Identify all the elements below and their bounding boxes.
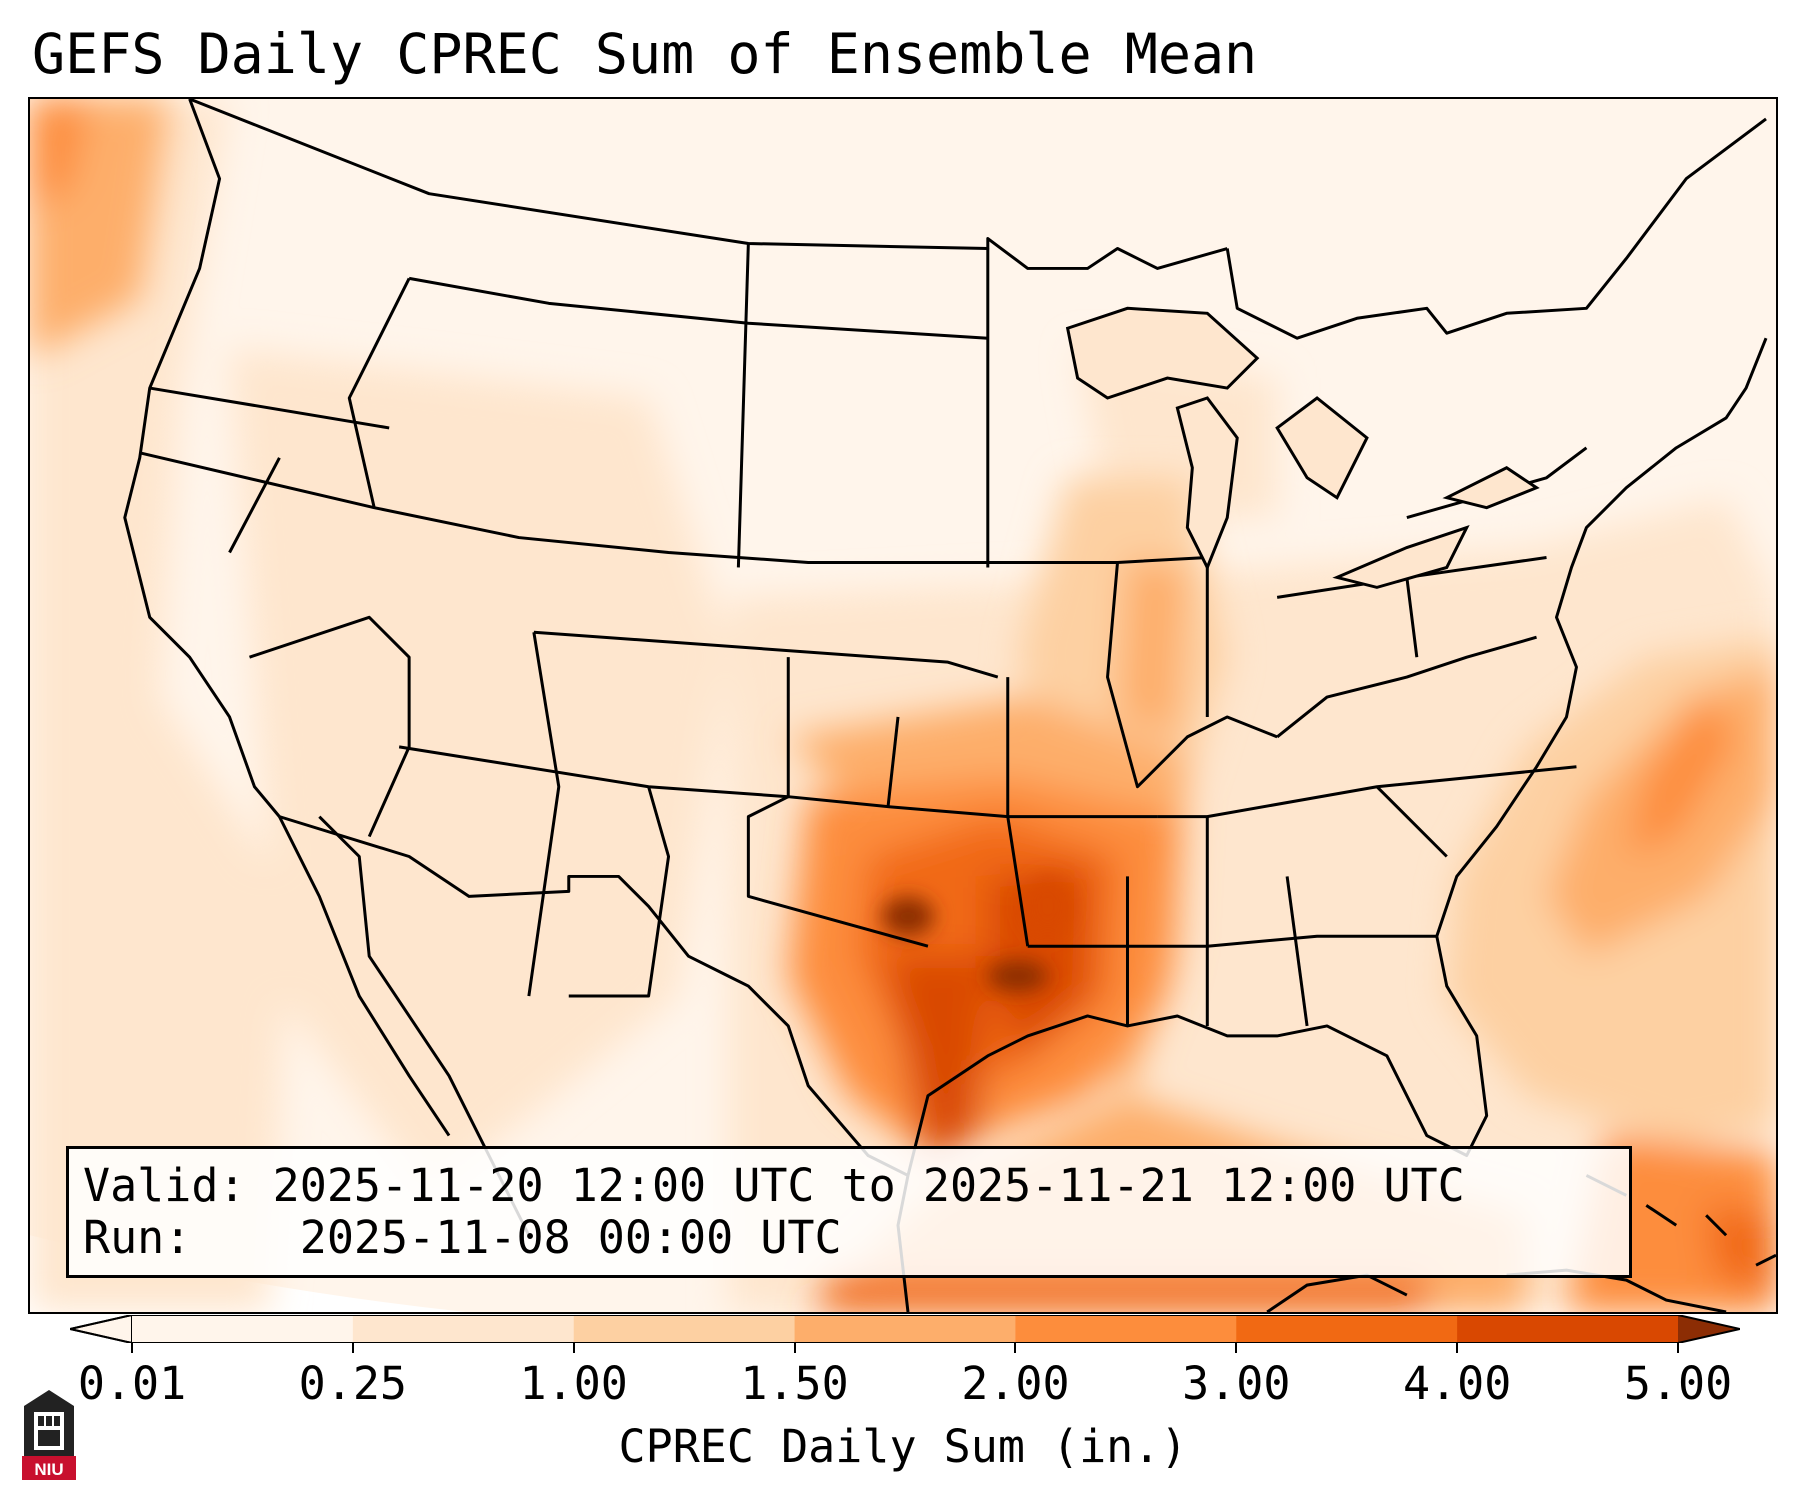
svg-text:NIU: NIU — [34, 1460, 63, 1479]
valid-label: Valid: — [83, 1159, 246, 1212]
colorbar-tick-mark — [1235, 1343, 1238, 1353]
colorbar-tick-mark — [1677, 1343, 1679, 1353]
colorbar-tick-label: 0.01 — [77, 1357, 187, 1410]
colorbar-segment — [132, 1315, 354, 1343]
run-line: Run: 2025-11-08 00:00 UTC — [83, 1211, 842, 1264]
colorbar-segment — [1015, 1315, 1237, 1343]
colorbar-extend-low — [70, 1315, 133, 1343]
valid-value: 2025-11-20 12:00 UTC to 2025-11-21 12:00… — [272, 1159, 1465, 1212]
field-westcoast — [30, 99, 170, 359]
colorbar-segment — [794, 1315, 1016, 1343]
colorbar-tick-label: 1.00 — [519, 1357, 628, 1410]
colorbar-tick-mark — [793, 1343, 796, 1353]
colorbar-label: CPREC Daily Sum (in.) — [618, 1420, 1188, 1473]
run-value: 2025-11-08 00:00 UTC — [299, 1211, 842, 1264]
colorbar-tick-mark — [351, 1343, 354, 1353]
colorbar-tick-label: 5.00 — [1623, 1357, 1733, 1410]
colorbar-tick-label: 2.00 — [961, 1357, 1070, 1410]
colorbar-segment — [352, 1315, 575, 1343]
boundaries — [123, 99, 1768, 1312]
colorbar-segment — [1457, 1315, 1679, 1343]
run-label: Run: — [83, 1211, 192, 1264]
colorbar-extend-high — [1678, 1315, 1740, 1343]
niu-logo: NIU — [22, 1390, 76, 1480]
colorbar-segment — [573, 1315, 796, 1343]
colorbar-tick-mark — [131, 1343, 133, 1353]
field-core — [882, 876, 1072, 993]
colorbar-tick-mark — [572, 1343, 575, 1353]
colorbar-tick-label: 4.00 — [1402, 1357, 1512, 1410]
colorbar-tick-mark — [1014, 1343, 1017, 1353]
valid-line: Valid: 2025-11-20 12:00 UTC to 2025-11-2… — [83, 1159, 1465, 1212]
valid-run-info-box: Valid: 2025-11-20 12:00 UTC to 2025-11-2… — [66, 1146, 1632, 1278]
field-atlantic — [1446, 637, 1776, 1312]
colorbar — [70, 1315, 1740, 1343]
chart-title: GEFS Daily CPREC Sum of Ensemble Mean — [32, 22, 1258, 86]
precip-map — [28, 97, 1778, 1314]
colorbar-tick-label: 1.50 — [740, 1357, 849, 1410]
colorbar-tick-label: 3.00 — [1182, 1357, 1291, 1410]
map-canvas — [30, 99, 1776, 1312]
colorbar-segment — [1236, 1315, 1458, 1343]
great-lakes — [1065, 306, 1540, 589]
field-central — [788, 477, 1527, 1312]
colorbar-tick-label: 0.25 — [298, 1357, 408, 1410]
colorbar-tick-mark — [1456, 1343, 1459, 1353]
